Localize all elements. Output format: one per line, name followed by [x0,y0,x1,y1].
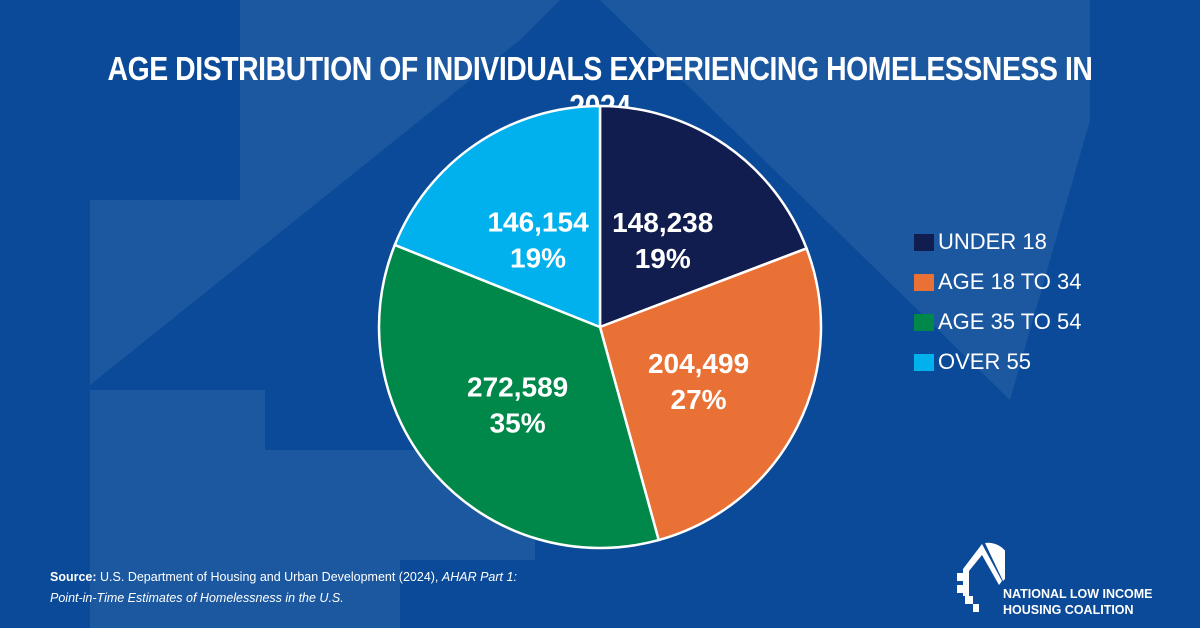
legend-label: OVER 55 [938,349,1031,374]
slice-value-label: 146,154 [487,206,589,237]
legend-item-35-54: AGE 35 TO 54 [914,302,1082,342]
slice-percent-label: 35% [490,408,546,439]
logo-text: NATIONAL LOW INCOME HOUSING COALITION [1003,586,1153,618]
legend-item-over-55: OVER 55 [914,342,1082,382]
slice-value-label: 272,589 [467,372,568,403]
logo-line-2: HOUSING COALITION [1003,603,1134,617]
legend-item-under-18: UNDER 18 [914,222,1082,262]
slice-percent-label: 19% [635,243,691,274]
chart-title: AGE DISTRIBUTION OF INDIVIDUALS EXPERIEN… [107,50,1093,125]
legend-label: UNDER 18 [938,229,1047,254]
slice-percent-label: 19% [510,242,566,273]
legend-item-18-34: AGE 18 TO 34 [914,262,1082,302]
source-text: U.S. Department of Housing and Urban Dev… [100,570,439,584]
logo-line-1: NATIONAL LOW INCOME [1003,587,1153,601]
legend-label: AGE 18 TO 34 [938,269,1082,294]
legend-swatch [914,273,934,291]
pie-slice-age-35-to-54 [377,243,661,550]
legend-swatch [914,353,934,371]
legend-swatch [914,313,934,331]
legend-label: AGE 35 TO 54 [938,309,1082,334]
slice-value-label: 148,238 [612,207,713,238]
source-italic-2: Point-in-Time Estimates of Homelessness … [50,591,344,605]
pie-slice-age-18-to-34 [598,246,823,542]
nlihc-logo-icon [957,542,1005,612]
slice-value-label: 204,499 [648,348,749,379]
pie-slice-under-18 [598,104,809,329]
source-italic-1: AHAR Part 1: [441,570,517,584]
source-note: Source: U.S. Department of Housing and U… [50,567,517,609]
slice-percent-label: 27% [671,384,727,415]
source-label: Source: [50,570,97,584]
legend: UNDER 18 AGE 18 TO 34 AGE 35 TO 54 OVER … [914,222,1082,382]
pie-slice-over-55 [393,104,602,329]
legend-swatch [914,233,934,251]
